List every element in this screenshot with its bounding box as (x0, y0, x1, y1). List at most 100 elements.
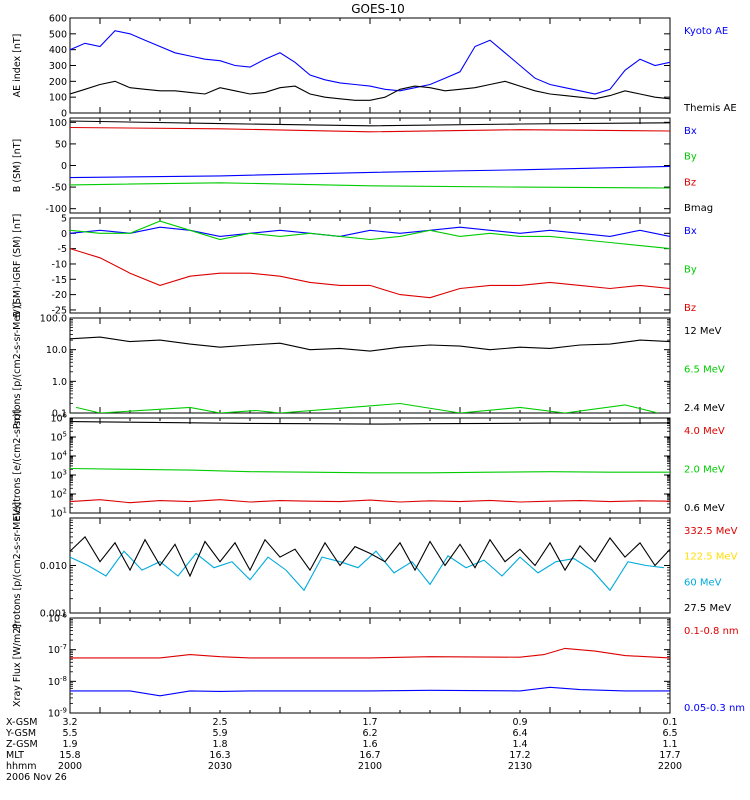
legend-label: 60 MeV (684, 577, 722, 588)
legend-label: 27.5 MeV (684, 603, 731, 614)
chart-title: GOES-10 (351, 2, 405, 16)
footer-value: 1.8 (212, 739, 227, 750)
legend-label: Themis AE (683, 103, 737, 114)
footer-value: 1.9 (62, 739, 77, 750)
panel-frame (69, 17, 671, 114)
series-line-bmag (70, 120, 670, 127)
series-line-27-5-mev (70, 536, 670, 578)
panel-frame (69, 417, 671, 514)
footer-value: 0.1 (662, 717, 677, 728)
y-axis-label: B (SM)-IGRF (SM) [nT] (12, 214, 23, 318)
footer-row-label: Y-GSM (5, 728, 36, 739)
y-tick-label: -100 (45, 204, 67, 215)
y-axis-label: B (SM) [nT] (12, 139, 23, 192)
y-tick-label: 100 (49, 118, 67, 129)
y-tick-label: 200 (49, 77, 67, 88)
legend-label: Bmag (684, 203, 713, 214)
y-tick-label: 400 (49, 45, 67, 56)
footer-value: 6.4 (512, 728, 527, 739)
legend-label: 2.4 MeV (684, 403, 725, 414)
footer-value: 16.7 (359, 750, 380, 761)
footer-ephemeris: X-GSM 3.2 2.5 1.7 0.9 0.1 Y-GSM 5.5 5.9 6.2 6.4 6.5… (5, 717, 682, 783)
footer-value: 1.6 (362, 739, 377, 750)
footer-value: 2130 (508, 761, 532, 772)
y-tick-label: 100 (49, 93, 67, 104)
footer-row-label: hhmm (6, 761, 37, 772)
series-line-by (70, 220, 670, 250)
footer-value: 1.7 (362, 717, 377, 728)
y-tick-label: 300 (49, 61, 67, 72)
y-tick-label: 103 (50, 469, 67, 482)
series-line-0-6-mev (70, 421, 670, 425)
y-axis-label: Xray Flux [W/m2] (12, 624, 23, 707)
footer-value: 2100 (358, 761, 382, 772)
panel-frame (69, 617, 671, 714)
y-tick-label: -15 (51, 275, 67, 286)
legend-label: By (684, 265, 697, 276)
series-line-2-0-mev (70, 467, 670, 474)
y-tick-label: -5 (58, 244, 67, 255)
y-tick-label: -20 (51, 290, 67, 301)
y-tick-label: 600 (49, 14, 67, 25)
legend-label: 0.1-0.8 nm (684, 626, 739, 637)
legend-label: Bx (684, 126, 697, 137)
y-tick-label: 0.1 (52, 409, 67, 420)
footer-date: 2006 Nov 26 (6, 772, 67, 783)
y-tick-label: 105 (50, 431, 67, 444)
legend-label: 6.5 MeV (684, 365, 725, 376)
y-tick-label: 10.0 (46, 345, 67, 356)
series-line-themis-ae (70, 80, 670, 101)
legend-label: Bx (684, 226, 697, 237)
series-line-60-mev (70, 550, 665, 592)
y-tick-label: 106 (50, 412, 67, 425)
y-tick-label: -25 (51, 305, 67, 316)
panel-frame (69, 217, 671, 314)
y-tick-label: 0.001 (40, 609, 67, 620)
legend-label: 332.5 MeV (684, 526, 738, 537)
y-tick-label: 101 (50, 507, 67, 520)
series-line-0-1-0-8-nm (70, 647, 670, 659)
y-tick-label: 0 (61, 161, 67, 172)
y-tick-label: 0 (61, 229, 67, 240)
panel-5: 101 102 103 104 105 106 Electrons [e/(cm2-s-sr… (12, 410, 725, 522)
footer-value: 1.4 (512, 739, 527, 750)
y-tick-label: 5 (61, 214, 67, 225)
legend-label: Bz (684, 177, 696, 188)
series-line-bx (70, 226, 670, 237)
footer-value: 2030 (208, 761, 232, 772)
footer-value: 6.2 (362, 728, 377, 739)
legend-label: 0.6 MeV (684, 503, 725, 514)
y-tick-label: 104 (50, 450, 67, 463)
footer-row-label: MLT (6, 750, 24, 761)
y-tick-label: 1.0 (52, 377, 67, 388)
legend-label: Kyoto AE (684, 26, 728, 37)
footer-row-label: X-GSM (6, 717, 37, 728)
legend-label: By (684, 152, 697, 163)
footer-value: 15.8 (59, 750, 80, 761)
footer-value: 6.5 (662, 728, 677, 739)
legend-label: 4.0 MeV (684, 426, 725, 437)
series-line-4-0-mev (70, 499, 670, 504)
legend-label: 2.0 MeV (684, 465, 725, 476)
panel-6: 0.001 0.010 Protons [p/(cm2-s-sr-MeV)] 332.… (12, 502, 738, 629)
y-tick-label: 102 (50, 488, 67, 501)
y-tick-label: 0.010 (40, 561, 67, 572)
series-line-12-mev (70, 336, 670, 352)
y-tick-label: 500 (49, 29, 67, 40)
panel-4: 0.1 1.0 10.0 100.0 Protons [p/(cm2-s-sr-MeV)… (12, 302, 725, 429)
series-line-kyoto-ae (70, 30, 670, 95)
footer-value: 16.3 (209, 750, 230, 761)
footer-value: 5.9 (212, 728, 227, 739)
panel-frame (69, 317, 671, 414)
y-tick-label: 0 (61, 109, 67, 120)
legend-label: 12 MeV (684, 326, 722, 337)
y-tick-label: 10-6 (48, 612, 68, 625)
legend-label: 122.5 MeV (684, 552, 738, 563)
panel-3: -25 -20 -15 -10 -5 0 5 B (SM)-IGRF (SM) [nT] Bx B… (12, 214, 697, 318)
footer-row-label: Z-GSM (6, 739, 38, 750)
footer-value: 2200 (658, 761, 682, 772)
footer-value: 2.5 (212, 717, 227, 728)
y-tick-label: 50 (55, 139, 67, 150)
y-axis-label: Protons [p/(cm2-s-sr-MeV)] (12, 302, 23, 429)
